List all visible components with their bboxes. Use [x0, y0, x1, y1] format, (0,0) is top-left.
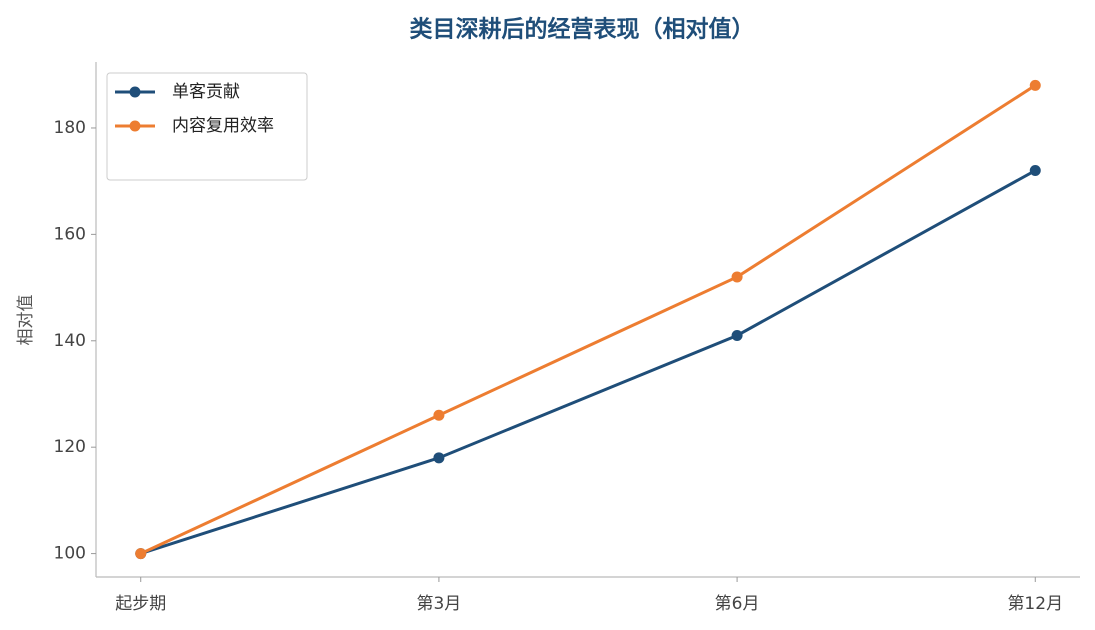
series-line — [140, 84, 1037, 555]
legend-box — [106, 72, 308, 181]
data-point — [1029, 79, 1041, 91]
data-point — [1029, 165, 1041, 177]
legend-marker — [129, 86, 141, 98]
y-tick-label: 180 — [54, 118, 86, 138]
data-point — [731, 271, 743, 283]
y-tick-label: 160 — [54, 224, 86, 244]
series-line — [140, 169, 1036, 556]
x-tick-label: 第3月 — [416, 594, 461, 614]
chart-title: 类目深耕后的经营表现（相对值） — [410, 16, 755, 43]
data-point — [433, 409, 445, 421]
legend-label: 内容复用效率 — [172, 116, 274, 136]
x-tick-label: 起步期 — [115, 594, 166, 614]
legend-marker — [129, 120, 141, 132]
legend-label: 单客贡献 — [172, 82, 240, 102]
y-tick-label: 100 — [54, 544, 86, 564]
x-tick-label: 第6月 — [715, 594, 760, 614]
y-tick-label: 140 — [54, 331, 86, 351]
data-point — [433, 452, 445, 464]
data-point — [731, 329, 743, 341]
data-point — [135, 548, 147, 560]
y-axis-label: 相对值 — [16, 295, 36, 346]
x-tick-label: 第12月 — [1007, 594, 1063, 614]
y-tick-label: 120 — [54, 437, 86, 457]
